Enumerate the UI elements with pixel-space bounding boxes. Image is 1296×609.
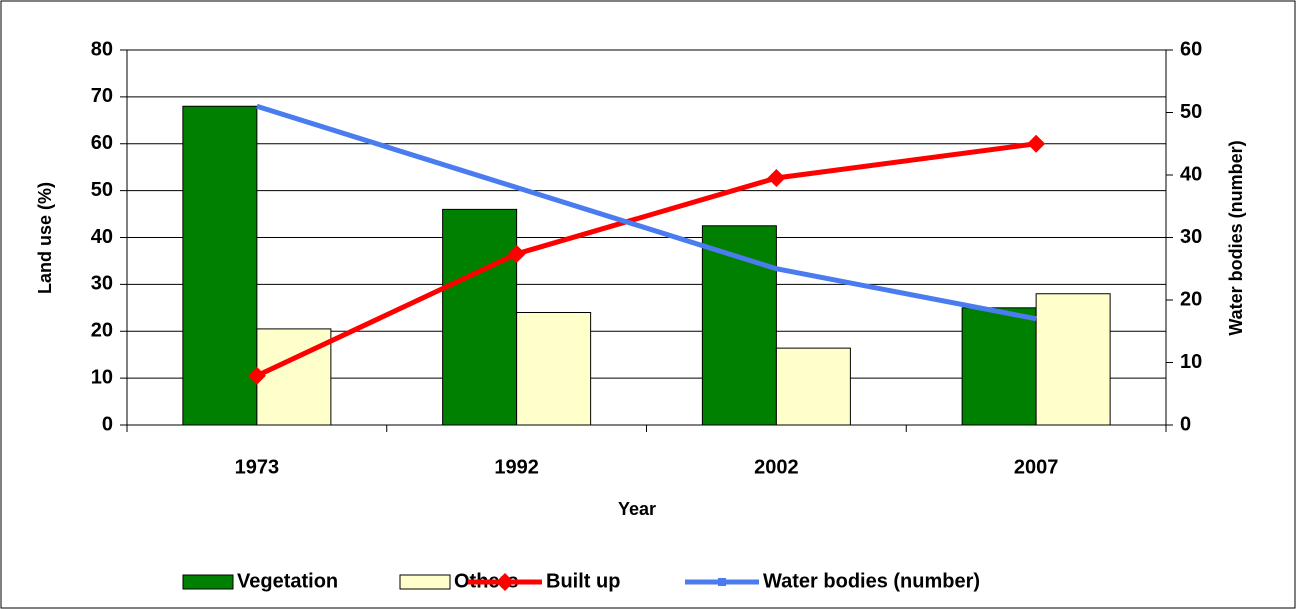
legend-swatch	[399, 574, 451, 590]
legend-marker	[496, 573, 514, 591]
y-axis-label: Land use (%)	[35, 182, 55, 294]
y2-tick-label: 40	[1180, 163, 1202, 185]
y2-axis-label: Water bodies (number)	[1226, 140, 1246, 335]
x-tick-label: 1992	[494, 456, 539, 478]
legend-marker	[718, 578, 726, 586]
line	[256, 103, 1037, 322]
y2-tick-label: 60	[1180, 38, 1202, 60]
bar	[775, 347, 851, 426]
y2-tick-label: 10	[1180, 351, 1202, 373]
x-axis-label: Year	[618, 499, 656, 519]
legend-label: Built up	[546, 570, 620, 592]
line-marker	[767, 168, 786, 187]
y2-tick-label: 20	[1180, 288, 1202, 310]
y-tick-label: 10	[91, 366, 113, 388]
y-tick-label: 0	[102, 413, 113, 435]
x-tick-label: 2002	[754, 456, 799, 478]
y-tick-label: 80	[91, 38, 113, 60]
x-tick-label: 2007	[1014, 456, 1059, 478]
y-tick-label: 20	[91, 320, 113, 342]
bar	[516, 312, 592, 426]
y-tick-label: 50	[91, 179, 113, 201]
bar	[1035, 293, 1111, 426]
y2-tick-label: 30	[1180, 226, 1202, 248]
line	[255, 141, 1037, 379]
y2-tick-label: 0	[1180, 413, 1191, 435]
line-marker	[1027, 134, 1046, 153]
x-tick-label: 1973	[235, 456, 280, 478]
y2-tick-label: 50	[1180, 101, 1202, 123]
legend-label: Water bodies (number)	[763, 570, 980, 592]
y-tick-label: 30	[91, 273, 113, 295]
legend-label: Vegetation	[237, 570, 338, 592]
legend-swatch	[182, 574, 234, 590]
y-tick-label: 60	[91, 132, 113, 154]
y-tick-label: 40	[91, 226, 113, 248]
y-tick-label: 70	[91, 85, 113, 107]
bar	[182, 105, 258, 426]
line-marker	[507, 244, 526, 263]
line-marker	[247, 366, 266, 385]
bar	[961, 307, 1037, 426]
bar	[256, 328, 332, 426]
bar	[442, 208, 518, 426]
